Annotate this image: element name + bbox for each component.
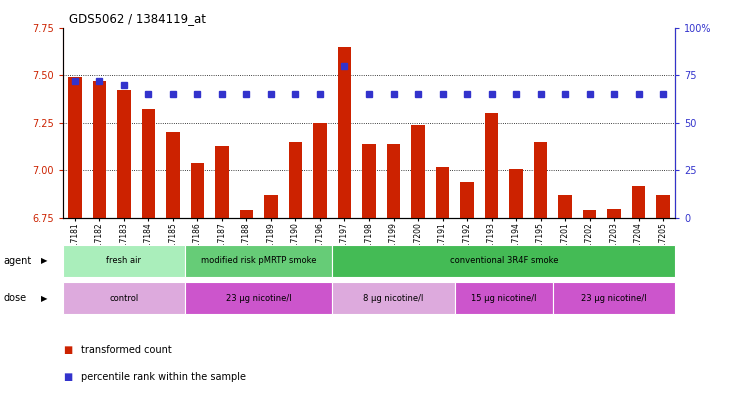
Text: control: control bbox=[109, 294, 139, 303]
Bar bbox=[289, 142, 303, 218]
Bar bbox=[93, 81, 106, 218]
Bar bbox=[63, 282, 185, 314]
Bar bbox=[63, 245, 185, 277]
Text: ▶: ▶ bbox=[41, 257, 47, 265]
Bar bbox=[190, 163, 204, 218]
Text: transformed count: transformed count bbox=[81, 345, 172, 355]
Text: dose: dose bbox=[4, 293, 27, 303]
Text: modified risk pMRTP smoke: modified risk pMRTP smoke bbox=[201, 257, 317, 265]
Bar bbox=[240, 211, 253, 218]
Text: 23 μg nicotine/l: 23 μg nicotine/l bbox=[226, 294, 292, 303]
Text: ■: ■ bbox=[63, 372, 72, 382]
Bar bbox=[185, 282, 332, 314]
Bar bbox=[332, 245, 675, 277]
Text: 23 μg nicotine/l: 23 μg nicotine/l bbox=[582, 294, 646, 303]
Bar bbox=[455, 282, 553, 314]
Text: percentile rank within the sample: percentile rank within the sample bbox=[81, 372, 246, 382]
Text: GDS5062 / 1384119_at: GDS5062 / 1384119_at bbox=[69, 12, 206, 25]
Bar bbox=[313, 123, 327, 218]
Bar bbox=[68, 77, 82, 218]
Bar bbox=[185, 245, 332, 277]
Bar bbox=[534, 142, 548, 218]
Bar bbox=[553, 282, 675, 314]
Text: agent: agent bbox=[4, 256, 32, 266]
Text: 8 μg nicotine/l: 8 μg nicotine/l bbox=[363, 294, 424, 303]
Bar bbox=[332, 282, 455, 314]
Bar bbox=[264, 195, 277, 218]
Text: fresh air: fresh air bbox=[106, 257, 142, 265]
Text: conventional 3R4F smoke: conventional 3R4F smoke bbox=[449, 257, 558, 265]
Bar bbox=[166, 132, 180, 218]
Text: ▶: ▶ bbox=[41, 294, 47, 303]
Bar bbox=[362, 144, 376, 218]
Bar bbox=[558, 195, 572, 218]
Bar bbox=[583, 211, 596, 218]
Text: ■: ■ bbox=[63, 345, 72, 355]
Bar bbox=[435, 167, 449, 218]
Bar bbox=[509, 169, 523, 218]
Bar bbox=[387, 144, 400, 218]
Bar bbox=[632, 186, 645, 218]
Bar bbox=[411, 125, 425, 218]
Bar bbox=[607, 209, 621, 218]
Bar bbox=[215, 146, 229, 218]
Text: 15 μg nicotine/l: 15 μg nicotine/l bbox=[471, 294, 537, 303]
Bar bbox=[117, 90, 131, 218]
Bar bbox=[485, 113, 498, 218]
Bar bbox=[461, 182, 474, 218]
Bar bbox=[142, 110, 155, 218]
Bar bbox=[656, 195, 670, 218]
Bar bbox=[338, 46, 351, 218]
